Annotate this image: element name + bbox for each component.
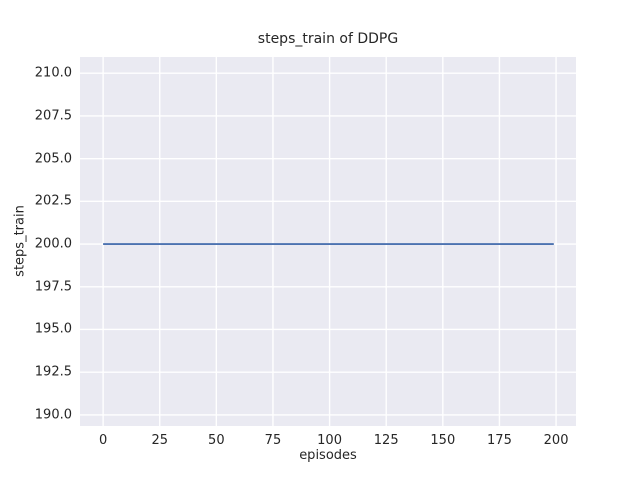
y-tick-label: 192.5 xyxy=(34,364,72,380)
x-tick-label: 150 xyxy=(430,433,456,448)
x-axis-label: episodes xyxy=(299,448,357,463)
y-axis-label: steps_train xyxy=(12,205,28,277)
y-tick-label: 210.0 xyxy=(34,65,72,81)
x-tick-label: 25 xyxy=(151,433,168,448)
x-tick-label: 175 xyxy=(487,433,512,448)
y-tick-label: 195.0 xyxy=(34,321,72,337)
x-tick-label: 125 xyxy=(373,433,399,448)
chart-title: steps_train of DDPG xyxy=(257,31,399,47)
y-tick-label: 207.5 xyxy=(34,108,72,124)
y-tick-label: 200.0 xyxy=(34,236,72,252)
plot-area xyxy=(80,57,576,426)
x-tick-label: 0 xyxy=(98,433,108,448)
x-tick-label: 100 xyxy=(317,433,342,448)
y-tick-label: 202.5 xyxy=(34,193,72,209)
y-tick-label: 190.0 xyxy=(34,407,72,423)
y-tick-label: 205.0 xyxy=(34,151,72,167)
x-tick-label: 200 xyxy=(543,433,569,448)
y-tick-label: 197.5 xyxy=(34,279,72,295)
x-tick-label: 75 xyxy=(264,433,282,448)
plot-canvas xyxy=(80,57,576,426)
x-tick-label: 50 xyxy=(208,433,225,448)
